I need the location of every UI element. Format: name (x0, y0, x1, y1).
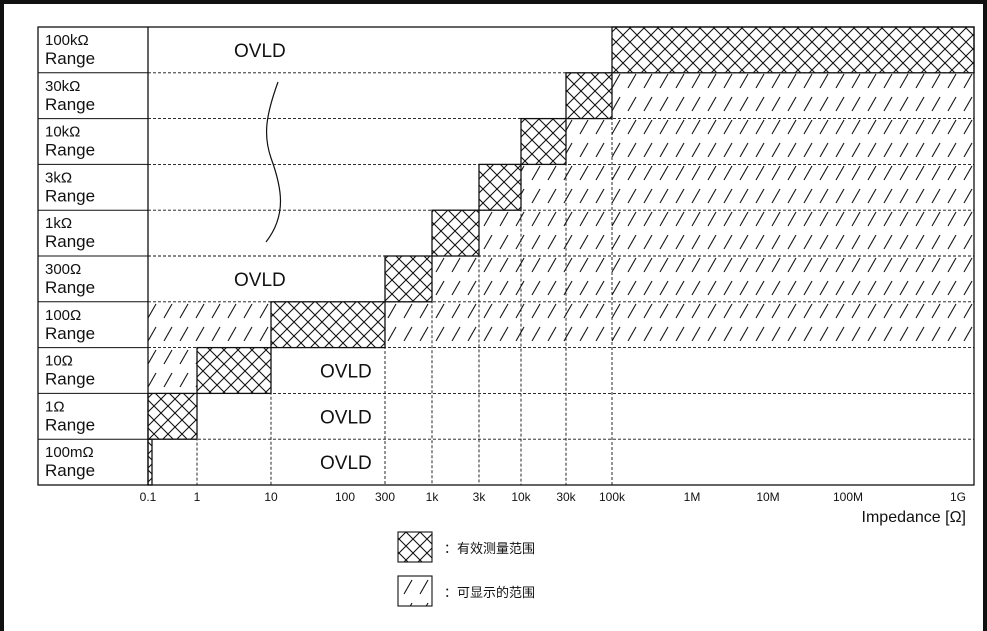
effective-range-cell (612, 27, 974, 73)
x-tick-label: 100k (599, 490, 626, 504)
effective-range-cell (432, 210, 479, 256)
x-tick-label: 3k (473, 490, 487, 504)
range-name: 100kΩ (45, 32, 89, 49)
range-name: 100Ω (45, 307, 81, 324)
ovld-label: OVLD (320, 453, 372, 474)
range-suffix: Range (45, 461, 95, 480)
range-name: 1kΩ (45, 215, 72, 232)
display-range-cell (432, 256, 974, 302)
display-range-cell (385, 301, 974, 348)
break-curve (265, 81, 282, 243)
display-range-cell (521, 164, 974, 211)
effective-range-cell (521, 118, 566, 165)
effective-range-cell (197, 347, 271, 394)
range-suffix: Range (45, 370, 95, 389)
chart-frame (37, 26, 975, 486)
legend-effective-swatch (397, 531, 433, 563)
display-range-cell (148, 301, 271, 348)
ovld-label: OVLD (234, 41, 286, 62)
effective-range-cell (148, 439, 152, 485)
x-tick-label: 100 (335, 490, 355, 504)
legend-label: ：可显示的范围 (444, 585, 535, 600)
effective-range-cell (271, 301, 385, 348)
x-tick-label: 10 (264, 490, 278, 504)
ovld-label: OVLD (320, 362, 372, 383)
ovld-label: OVLD (234, 270, 286, 291)
range-name: 10Ω (45, 353, 73, 370)
x-tick-label: 30k (556, 490, 576, 504)
effective-range-cell (385, 256, 432, 302)
range-suffix: Range (45, 49, 95, 68)
display-range-cell (612, 72, 974, 119)
x-tick-label: 1G (950, 490, 966, 504)
range-suffix: Range (45, 186, 95, 205)
frame-left-border (0, 0, 4, 631)
effective-range-cell (566, 72, 612, 119)
range-suffix: Range (45, 415, 95, 434)
x-tick-label: 1 (194, 490, 201, 504)
range-name: 3kΩ (45, 169, 72, 186)
x-tick-label: 300 (375, 490, 395, 504)
legend-label: ：有效测量范围 (444, 541, 535, 556)
range-suffix: Range (45, 95, 95, 114)
range-name: 30kΩ (45, 78, 80, 95)
display-range-cell (148, 347, 197, 394)
range-suffix: Range (45, 278, 95, 297)
x-tick-label: 100M (833, 490, 863, 504)
display-range-cell (566, 118, 974, 165)
range-suffix: Range (45, 324, 95, 343)
frame-right-border (983, 0, 987, 631)
range-name: 10kΩ (45, 124, 80, 141)
x-tick-label: 10M (756, 490, 779, 504)
range-name: 300Ω (45, 261, 81, 278)
range-suffix: Range (45, 232, 95, 251)
legend-display-swatch (397, 575, 433, 607)
x-tick-label: 0.1 (140, 490, 157, 504)
range-suffix: Range (45, 141, 95, 160)
frame-top-border (0, 0, 987, 4)
range-name: 100mΩ (45, 444, 94, 461)
x-tick-label: 1k (426, 490, 440, 504)
x-axis-title: Impedance [Ω] (862, 509, 966, 526)
effective-range-cell (148, 393, 197, 440)
display-range-cell (479, 210, 974, 256)
range-name: 1Ω (45, 398, 65, 415)
effective-range-cell (479, 164, 521, 211)
x-tick-label: 10k (511, 490, 531, 504)
ovld-label: OVLD (320, 407, 372, 428)
x-tick-label: 1M (684, 490, 701, 504)
